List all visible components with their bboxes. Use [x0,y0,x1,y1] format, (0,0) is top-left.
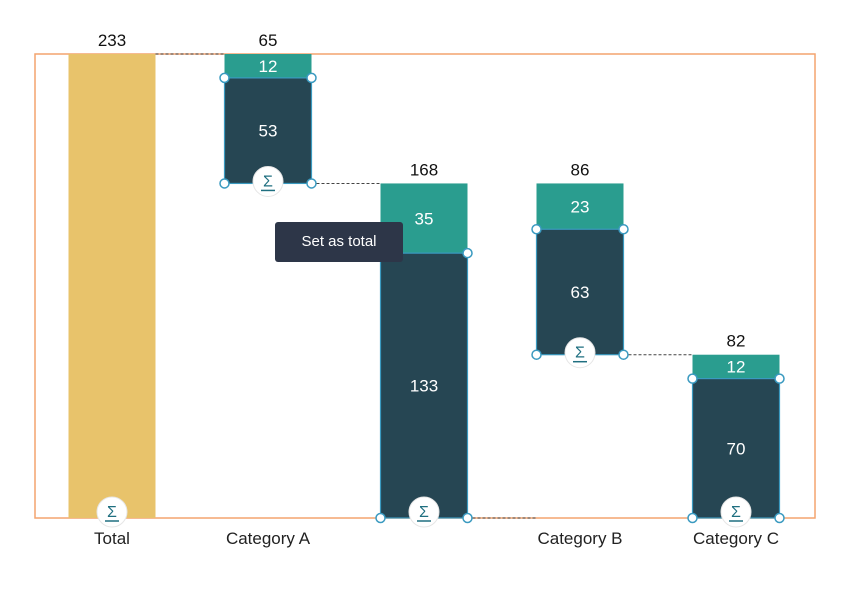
resize-handle[interactable] [219,178,230,189]
bar-total-label: 233 [98,31,126,50]
resize-handle[interactable] [618,223,629,235]
resize-handle[interactable] [531,349,542,360]
bar-segment[interactable] [536,229,624,355]
resize-handle[interactable] [687,373,698,384]
set-total-button[interactable] [96,496,128,528]
sigma-icon: Σ [731,504,741,521]
sigma-icon: Σ [107,504,117,521]
bar-segment[interactable] [536,183,624,230]
bar-segment[interactable] [68,54,156,518]
resize-handle[interactable] [531,223,542,235]
bar-total-label: 168 [410,160,438,179]
resize-handle[interactable] [306,72,317,84]
set-as-total-tooltip: Set as total [275,222,403,262]
segment-label: 70 [727,439,746,458]
sigma-icon: Σ [263,173,273,190]
bar-total-label: 86 [571,160,590,179]
segment-label: 53 [259,122,278,141]
set-total-button[interactable] [408,496,440,528]
segment-label: 35 [415,209,434,228]
resize-handle[interactable] [306,178,317,189]
segment-label: 12 [259,57,278,76]
bar-segment[interactable] [380,253,468,518]
bar-segment[interactable] [224,77,312,184]
segment-label: 23 [571,197,590,216]
category-label: Total [94,529,130,548]
resize-handle[interactable] [462,247,473,259]
resize-handle[interactable] [462,512,473,524]
segment-label: 63 [571,283,590,302]
set-total-button[interactable] [252,165,284,197]
set-total-button[interactable] [564,337,596,369]
resize-handle[interactable] [375,512,386,524]
bar-total-label: 82 [727,332,746,351]
resize-handle[interactable] [219,72,230,84]
sigma-icon: Σ [419,504,429,521]
category-label: Category C [693,529,779,548]
category-label: Category B [537,529,622,548]
bar-total-label: 65 [259,31,278,50]
resize-handle[interactable] [774,373,785,384]
bar-segment[interactable] [692,354,780,379]
resize-handle[interactable] [687,512,698,524]
segment-label: 12 [727,358,746,377]
bar-segment[interactable] [224,54,312,78]
set-total-button[interactable] [720,496,752,528]
bar-segment[interactable] [692,378,780,518]
resize-handle[interactable] [774,512,785,524]
segment-label: 133 [410,377,438,396]
category-label: Category A [226,529,311,548]
sigma-icon: Σ [575,345,585,362]
resize-handle[interactable] [618,349,629,360]
